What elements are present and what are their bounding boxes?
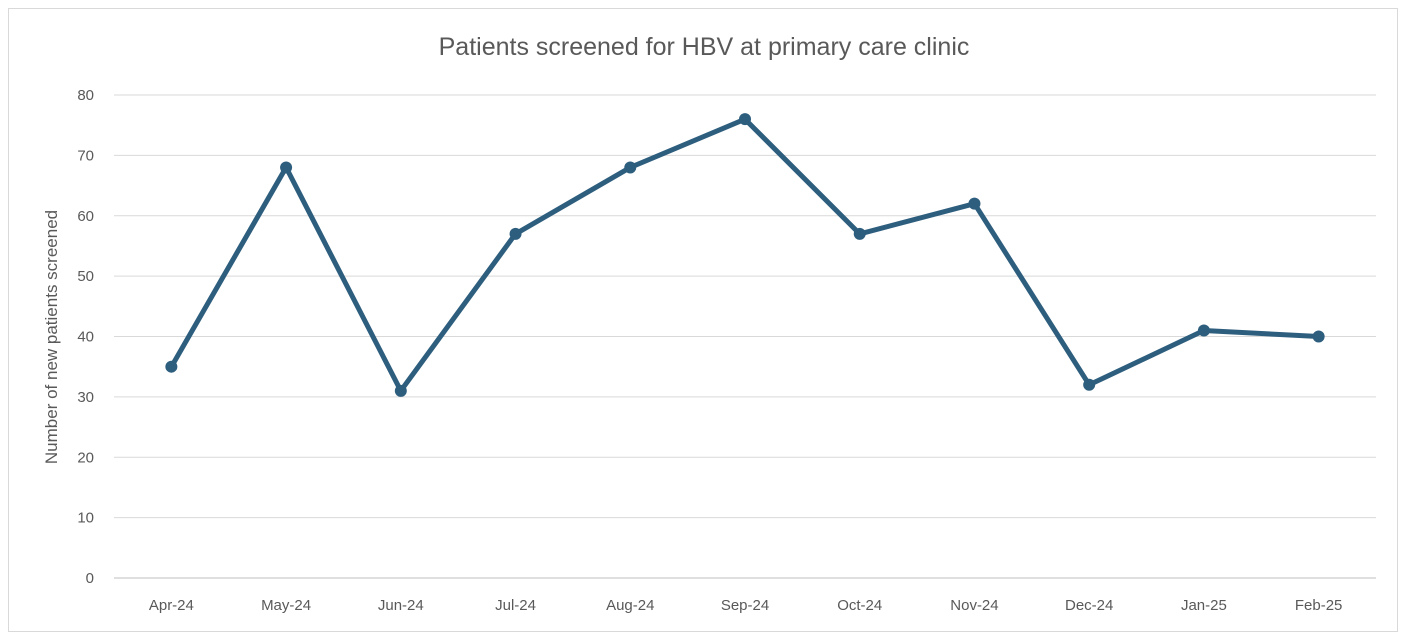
y-tick-label: 40 [77,329,94,346]
y-tick-label: 70 [77,147,94,164]
x-tick-label: Jan-25 [1181,597,1227,614]
y-tick-label: 30 [77,389,94,406]
x-tick-label: Dec-24 [1065,597,1113,614]
x-tick-label: Feb-25 [1295,597,1343,614]
data-point [1197,324,1210,337]
chart-frame [8,8,1398,632]
y-tick-label: 50 [77,268,94,285]
data-point [394,384,407,397]
y-tick-label: 80 [77,87,94,104]
series-layer [165,113,1325,397]
data-point [1083,378,1096,391]
y-tick-label: 20 [77,449,94,466]
x-tick-label: May-24 [261,597,311,614]
series-line [168,116,1322,394]
data-point [853,227,866,240]
x-tick-label: Jun-24 [378,597,424,614]
y-tick-label: 10 [77,510,94,527]
x-tick-label: Aug-24 [606,597,654,614]
x-tick-label: Apr-24 [149,597,194,614]
x-tick-label: Nov-24 [950,597,998,614]
x-axis-ticks: Apr-24 May-24 Jun-24 Jul-24 Aug-24 Sep-24 Oct-… [149,597,1343,614]
data-point [165,360,178,373]
y-axis-label: Number of new patients screened [42,210,61,464]
data-point [1312,330,1325,343]
gridlines [114,94,1376,579]
x-tick-label: Oct-24 [837,597,882,614]
data-point [739,113,751,126]
chart-title: Patients screened for HBV at primary car… [439,33,970,61]
y-axis-ticks: 0 10 20 30 40 50 60 70 80 [77,87,94,587]
y-tick-label: 60 [77,208,94,225]
y-tick-label: 0 [86,570,94,587]
x-tick-label: Sep-24 [721,597,769,614]
data-point [624,161,637,174]
data-point [280,161,293,174]
data-point [509,227,522,240]
x-tick-label: Jul-24 [495,597,536,614]
data-point [968,197,981,210]
